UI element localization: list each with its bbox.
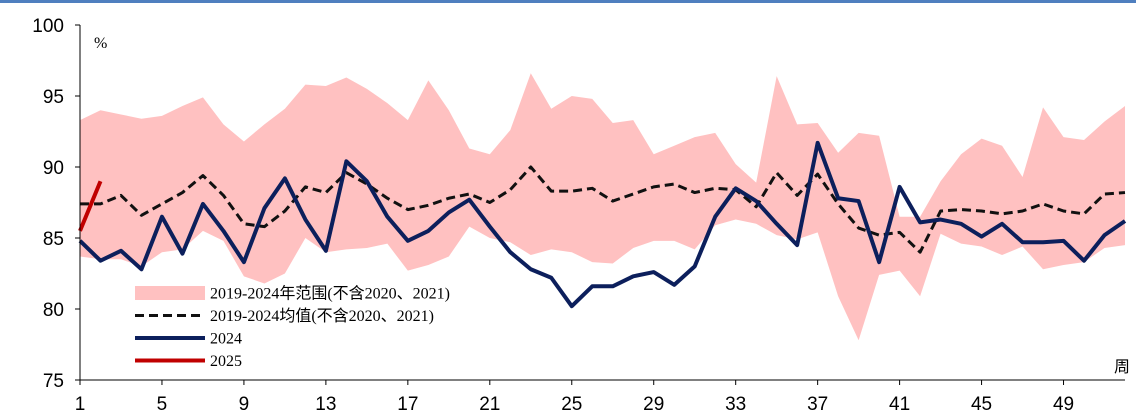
x-tick-label: 21 [479, 394, 500, 415]
y-tick-label: 80 [43, 300, 64, 321]
legend-label: 2019-2024均值(不含2020、2021) [210, 307, 434, 325]
x-axis-label: 周 [1114, 359, 1130, 376]
x-tick-label: 33 [725, 394, 746, 415]
y-axis-label: % [94, 35, 107, 52]
x-tick-label: 1 [75, 394, 86, 415]
legend-swatch [135, 286, 205, 300]
y-tick-label: 100 [32, 16, 64, 37]
legend-label: 2019-2024年范围(不含2020、2021) [210, 285, 450, 303]
plot-area: 75 80 85 90 95 100 1 5 9 13 17 21 25 29 33 37 41 45 49 2019… [32, 16, 1127, 415]
x-tick-label: 9 [239, 394, 250, 415]
x-tick-label: 5 [157, 394, 168, 415]
series-line [78, 180, 103, 232]
y-tick-label: 95 [43, 87, 64, 108]
legend-label: 2024 [210, 331, 242, 348]
series-line [78, 140, 1127, 309]
x-tick-label: 49 [1053, 394, 1074, 415]
legend-label: 2025 [210, 353, 242, 370]
x-tick-label: 17 [397, 394, 418, 415]
x-tick-label: 13 [315, 394, 336, 415]
x-tick-label: 29 [643, 394, 664, 415]
y-tick-label: 75 [43, 371, 64, 392]
y-tick-label: 90 [43, 158, 64, 179]
x-tick-label: 41 [889, 394, 910, 415]
top-border [0, 0, 1136, 3]
series-line [80, 165, 1126, 254]
x-tick-label: 45 [971, 394, 992, 415]
x-tick-label: 25 [561, 394, 582, 415]
range-band [80, 73, 1125, 341]
x-tick-label: 37 [807, 394, 828, 415]
y-tick-label: 85 [43, 229, 64, 250]
